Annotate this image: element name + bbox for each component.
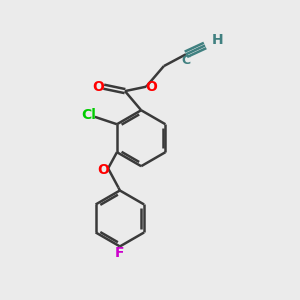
Text: O: O [97, 163, 109, 177]
Text: Cl: Cl [82, 108, 96, 122]
Text: H: H [212, 33, 223, 47]
Text: C: C [182, 54, 190, 67]
Text: F: F [115, 246, 124, 260]
Text: O: O [92, 80, 104, 94]
Text: O: O [146, 80, 158, 94]
